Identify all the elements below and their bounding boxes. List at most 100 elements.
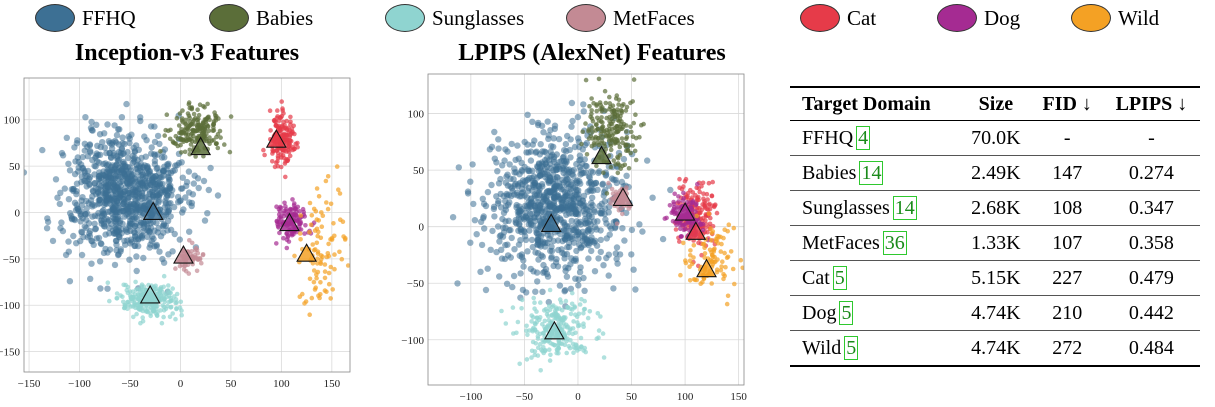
scatter-point: [179, 312, 184, 318]
scatter-point: [168, 295, 173, 301]
scatter-point: [202, 126, 208, 132]
scatter-point: [683, 226, 688, 232]
scatter-point: [282, 200, 287, 206]
scatter-point: [603, 254, 610, 262]
scatter-point: [199, 260, 204, 266]
scatter-point: [262, 152, 267, 158]
scatter-point: [328, 264, 334, 270]
scatter-point: [608, 200, 613, 206]
scatter-point: [566, 168, 573, 175]
scatter-point: [502, 241, 509, 249]
scatter-point: [699, 252, 704, 258]
scatter-point: [301, 209, 307, 215]
lpips-cell: 0.274: [1102, 155, 1200, 191]
scatter-point: [580, 101, 587, 108]
scatter-point: [535, 225, 542, 233]
centroid-marker-dog: [279, 212, 300, 232]
scatter-point: [592, 179, 599, 187]
scatter-point: [316, 194, 322, 199]
scatter-point: [160, 167, 168, 175]
scatter-point: [325, 206, 331, 212]
citation-link[interactable]: 14: [892, 195, 917, 220]
scatter-point: [528, 236, 536, 244]
scatter-point: [116, 179, 123, 187]
scatter-point: [276, 219, 282, 225]
scatter-point: [715, 257, 720, 262]
scatter-point: [519, 297, 525, 303]
fid-cell: 108: [1031, 190, 1103, 226]
scatter-point: [297, 209, 302, 214]
scatter-point: [550, 341, 555, 347]
scatter-point: [623, 108, 629, 113]
scatter-point: [78, 251, 86, 259]
scatter-point: [574, 113, 582, 121]
scatter-point: [721, 271, 726, 277]
scatter-point: [556, 158, 563, 166]
citation-link[interactable]: 5: [832, 265, 847, 290]
citation-link[interactable]: 5: [839, 300, 854, 325]
scatter-point: [144, 182, 151, 190]
scatter-point: [547, 165, 555, 172]
scatter-point: [568, 99, 576, 107]
citation-link[interactable]: 5: [844, 335, 859, 360]
lpips-cell: 0.347: [1102, 190, 1200, 226]
scatter-point: [88, 237, 95, 244]
x-tick-label: −100: [459, 391, 482, 403]
scatter-point: [697, 206, 702, 211]
scatter-point: [104, 218, 112, 225]
scatter-point: [526, 204, 534, 211]
scatter-point: [95, 234, 103, 242]
scatter-point: [311, 206, 317, 212]
scatter-point: [309, 213, 315, 218]
scatter-point: [167, 314, 173, 320]
scatter-point: [71, 170, 79, 178]
scatter-point: [179, 185, 186, 192]
fid-cell: 147: [1031, 155, 1103, 191]
scatter-point: [161, 189, 169, 196]
scatter-point: [620, 155, 628, 163]
citation-link[interactable]: 14: [859, 160, 884, 185]
scatter-point: [194, 128, 200, 134]
y-tick-label: −50: [3, 254, 21, 266]
scatter-point: [545, 132, 552, 139]
scatter-point: [583, 121, 588, 126]
scatter-point: [108, 197, 116, 204]
scatter-point: [676, 199, 681, 204]
scatter-point: [702, 245, 707, 251]
scatter-point: [177, 197, 184, 204]
scatter-point: [284, 127, 290, 132]
scatter-point: [161, 273, 167, 279]
scatter-point: [568, 179, 575, 186]
scatter-point: [588, 168, 595, 175]
scatter-point: [275, 108, 280, 113]
scatter-point: [589, 125, 595, 130]
scatter-point: [261, 147, 266, 153]
scatter-point: [162, 133, 167, 138]
scatter-point: [318, 292, 323, 297]
scatter-point: [222, 142, 227, 147]
scatter-point: [70, 232, 77, 240]
scatter-point: [515, 319, 521, 325]
citation-link[interactable]: 4: [856, 125, 871, 150]
scatter-point: [316, 218, 322, 223]
domain-cell: Cat 5: [790, 260, 961, 296]
scatter-point: [115, 251, 122, 258]
scatter-point: [719, 241, 724, 247]
scatter-point: [91, 180, 98, 187]
scatter-point: [718, 249, 724, 254]
scatter-point: [575, 276, 582, 283]
legend-label: Sunglasses: [432, 5, 525, 30]
scatter-point: [121, 282, 126, 288]
scatter-point: [621, 237, 628, 244]
scatter-point: [100, 160, 107, 168]
scatter-point: [175, 143, 181, 149]
scatter-point: [623, 172, 630, 179]
scatter-point: [548, 352, 553, 358]
scatter-point: [569, 117, 576, 125]
citation-link[interactable]: 36: [882, 230, 907, 255]
scatter-point: [449, 214, 457, 221]
scatter-point: [695, 181, 700, 187]
scatter-point: [329, 237, 335, 242]
scatter-point: [127, 227, 134, 234]
lpips-frame: [427, 73, 745, 386]
